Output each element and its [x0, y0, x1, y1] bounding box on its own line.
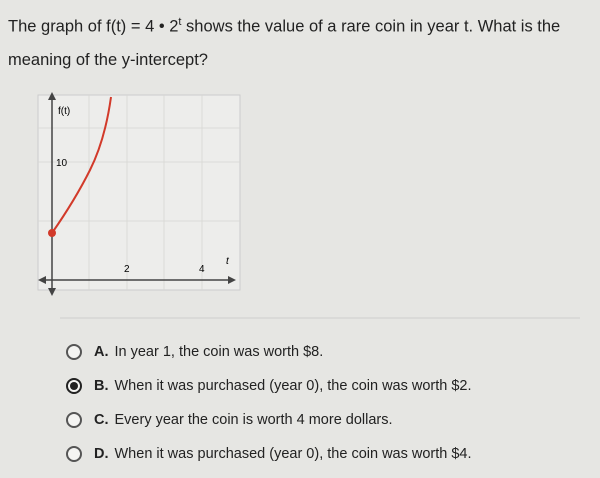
option-label: B. — [94, 378, 109, 394]
radio-button[interactable] — [66, 412, 82, 428]
x-tick-label: 4 — [199, 264, 205, 275]
radio-button[interactable] — [66, 446, 82, 462]
option-text: When it was purchased (year 0), the coin… — [114, 446, 472, 462]
question-text: The graph of f(t) = 4 • 2 — [8, 17, 179, 36]
x-axis-label: t — [226, 256, 230, 267]
option-label: D. — [94, 446, 109, 462]
option[interactable]: A. In year 1, the coin was worth $8. — [66, 340, 323, 364]
grid — [38, 95, 240, 290]
option[interactable]: C. Every year the coin is worth 4 more do… — [66, 408, 393, 432]
option[interactable]: B. When it was purchased (year 0), the co… — [66, 374, 472, 398]
arrow — [38, 276, 46, 284]
option-label: A. — [94, 344, 109, 360]
y-axis-label: f(t) — [58, 106, 70, 117]
question-text: shows the value of a rare coin in year t… — [8, 17, 561, 69]
option-text: In year 1, the coin was worth $8. — [114, 344, 324, 360]
graph-frame — [37, 94, 241, 291]
y-tick-label: 10 — [56, 158, 68, 169]
radio-button[interactable] — [66, 344, 82, 360]
question: The graph of f(t) = 4 • 2t shows the val… — [8, 6, 593, 77]
exponent: t — [178, 16, 182, 28]
arrow — [48, 92, 56, 100]
radio-button[interactable] — [66, 378, 82, 394]
arrow — [48, 288, 56, 296]
option[interactable]: D. When it was purchased (year 0), the co… — [66, 442, 472, 466]
option-text: Every year the coin is worth 4 more doll… — [114, 412, 393, 428]
y-intercept-point — [48, 229, 56, 237]
option-text: When it was purchased (year 0), the coin… — [114, 378, 472, 394]
option-label: C. — [94, 412, 109, 428]
curve — [51, 96, 112, 234]
x-tick-label: 2 — [124, 264, 130, 275]
arrow — [228, 276, 236, 284]
